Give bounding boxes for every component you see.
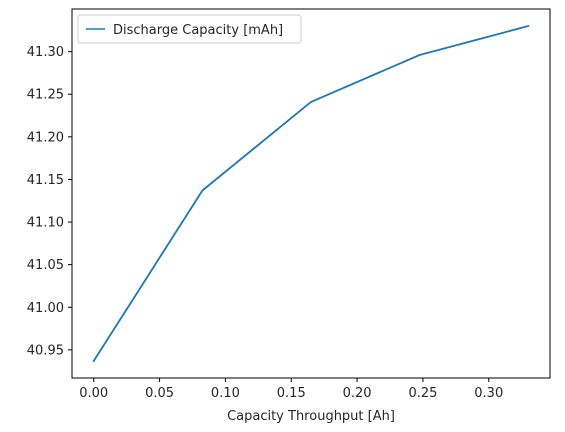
plot-content [92,24,530,363]
x-tick-label: 0.15 [277,386,306,401]
legend: Discharge Capacity [mAh] [77,14,302,44]
y-tick-label: 41.05 [27,258,64,273]
y-tick-label: 41.10 [27,216,64,231]
y-tick-label: 41.25 [27,88,64,103]
y-axis: 40.95 41.00 41.05 41.10 41.15 41.20 41.25 41.30 [27,45,72,358]
y-tick-label: 41.30 [27,45,64,60]
x-tick-label: 0.30 [474,386,503,401]
y-tick-label: 41.15 [27,173,64,188]
legend-box [77,14,302,44]
y-tick-label: 41.20 [27,130,64,145]
x-tick-label: 0.25 [408,386,437,401]
series-line [92,24,530,363]
plot-frame [71,8,551,379]
y-tick-label: 40.95 [27,343,64,358]
x-axis-label: Capacity Throughput [Ah] [227,409,395,424]
x-tick-label: 0.00 [79,386,108,401]
x-tick-label: 0.05 [145,386,174,401]
x-tick-label: 0.20 [343,386,372,401]
legend-label: Discharge Capacity [mAh] [113,23,283,38]
x-axis: 0.00 0.05 0.10 0.15 0.20 0.25 0.30 [79,378,503,401]
y-tick-label: 41.00 [27,301,64,316]
x-tick-label: 0.10 [211,386,240,401]
